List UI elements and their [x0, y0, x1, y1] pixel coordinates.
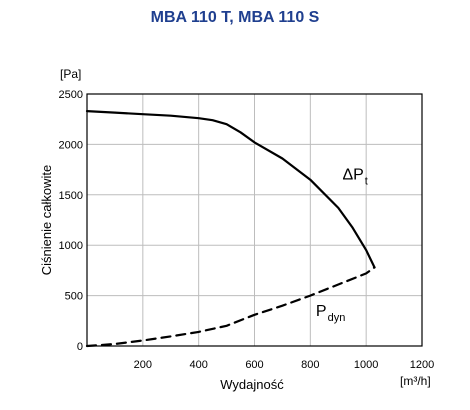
y-axis-label: Ciśnienie całkowite: [39, 165, 54, 276]
gridlines: [87, 94, 422, 346]
y-axis-unit: [Pa]: [60, 67, 81, 81]
y-tick-label: 1500: [59, 190, 83, 202]
series-label: ΔPt: [342, 167, 367, 188]
series-group: [85, 109, 376, 348]
x-tick-label: 600: [245, 359, 263, 371]
y-tick-label: 1000: [59, 240, 83, 252]
y-tick-label: 2000: [59, 139, 83, 151]
series-label-main: P: [316, 303, 327, 320]
plot-frame: [86, 93, 423, 347]
chart-title: MBA 110 T, MBA 110 S: [151, 9, 320, 26]
x-axis-unit: [m³/h]: [400, 374, 431, 388]
x-axis-label: Wydajność: [220, 377, 284, 392]
series-label: Pdyn: [316, 303, 345, 324]
series-line-delta-pt: [85, 109, 376, 269]
x-tick-label: 800: [301, 359, 319, 371]
x-tick-label: 1000: [354, 359, 378, 371]
y-tick-label: 0: [77, 341, 83, 353]
x-tick-label: 200: [134, 359, 152, 371]
tick-labels: 200 400 600 800 1000 1200 0 500 1000 1500 2000 2500: [59, 89, 435, 371]
series-line-pdyn: [85, 266, 376, 348]
y-tick-label: 2500: [59, 89, 83, 101]
curve-labels: ΔPt Pdyn: [316, 167, 368, 324]
x-tick-label: 400: [189, 359, 207, 371]
series-label-main: ΔP: [342, 167, 363, 184]
series-label-sub: dyn: [328, 312, 346, 324]
x-tick-label: 1200: [410, 359, 434, 371]
y-tick-label: 500: [65, 291, 83, 303]
series-label-sub: t: [365, 176, 368, 188]
